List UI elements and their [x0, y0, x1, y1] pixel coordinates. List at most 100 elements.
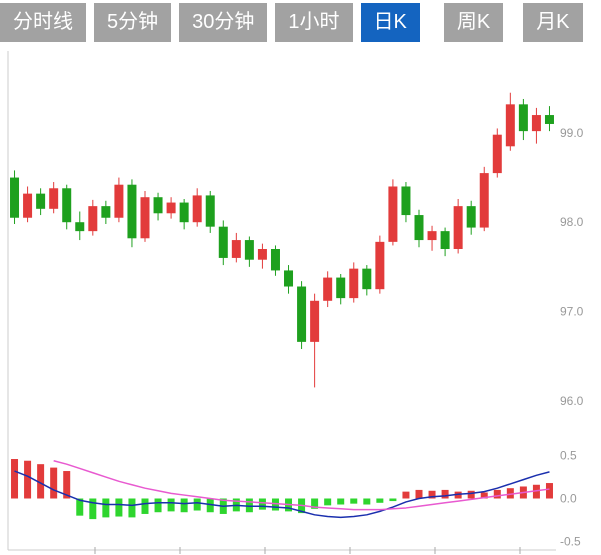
candle-body — [114, 184, 124, 218]
candle-body — [218, 226, 228, 258]
candle-body — [49, 188, 59, 209]
candle — [466, 200, 476, 235]
macd-bar — [324, 498, 332, 506]
macd-bar — [115, 498, 123, 517]
candle — [101, 200, 111, 224]
candle — [453, 198, 463, 254]
candle-body — [127, 184, 137, 239]
macd-bar — [545, 483, 553, 499]
dif-line — [14, 470, 550, 519]
tab-time-line[interactable]: 分时线 — [0, 3, 86, 42]
axes: 99.0 98.0 97.0 96.0 0.5 0.0 -0.5 — [7, 51, 584, 554]
candle-body — [401, 186, 411, 216]
candle — [310, 293, 320, 388]
candle — [349, 262, 359, 303]
candle-body — [231, 240, 241, 258]
candle — [36, 188, 46, 216]
candle-body — [362, 268, 372, 290]
dea-line — [53, 460, 550, 511]
candle-body — [101, 206, 111, 218]
tab-daily-k[interactable]: 日K — [360, 3, 420, 42]
macd-bar — [63, 471, 71, 499]
macd-bar — [415, 489, 423, 499]
macd-bar — [37, 464, 45, 499]
candle — [127, 179, 137, 248]
candle-body — [270, 249, 280, 271]
candle-body — [140, 197, 150, 239]
candle — [362, 265, 372, 296]
macd-bar — [441, 489, 449, 499]
candle-body — [192, 195, 202, 223]
macd-bar — [532, 484, 540, 499]
candle — [544, 106, 554, 132]
candle — [414, 209, 424, 248]
macd-axis-label: 0.0 — [560, 492, 577, 506]
candlestick-macd-chart[interactable]: 99.0 98.0 97.0 96.0 0.5 0.0 -0.5 — [0, 45, 601, 555]
macd-bar — [89, 498, 97, 520]
candle — [62, 184, 72, 230]
candle — [114, 177, 124, 223]
candles-layer — [10, 92, 554, 388]
candle — [518, 98, 528, 141]
price-axis-label: 96.0 — [560, 394, 584, 408]
candle-body — [179, 202, 189, 223]
tab-5min[interactable]: 5分钟 — [94, 3, 172, 42]
candle — [505, 92, 515, 151]
candle-body — [153, 197, 163, 214]
candle — [218, 220, 228, 266]
macd-axis-label: 0.5 — [560, 449, 577, 463]
macd-bar — [206, 498, 214, 513]
macd-bar — [402, 491, 410, 499]
candle-body — [466, 206, 476, 228]
candle — [244, 236, 254, 267]
candle — [375, 235, 385, 294]
candle — [336, 274, 346, 305]
candle — [75, 211, 85, 241]
macd-bar — [389, 498, 397, 502]
candle-body — [205, 195, 215, 227]
macd-bar — [428, 490, 436, 499]
macd-bar — [154, 498, 162, 513]
macd-bar — [76, 498, 84, 516]
candle-body — [518, 104, 528, 132]
candle-body — [544, 115, 554, 124]
chart-area[interactable]: 99.0 98.0 97.0 96.0 0.5 0.0 -0.5 — [0, 45, 601, 555]
macd-bar — [128, 498, 136, 518]
candle-body — [297, 286, 307, 342]
macd-bar — [350, 498, 358, 504]
candle-body — [10, 177, 20, 218]
price-axis-label: 99.0 — [560, 126, 584, 140]
candle-body — [284, 270, 294, 287]
candle-body — [531, 115, 541, 132]
macd-bar — [180, 498, 188, 513]
candle-body — [492, 134, 502, 174]
candle — [192, 188, 202, 227]
macd-histogram-layer — [11, 459, 553, 520]
macd-bar — [506, 488, 514, 499]
candle-body — [310, 300, 320, 342]
candle — [140, 190, 150, 242]
candle — [205, 190, 215, 233]
candle — [440, 227, 450, 257]
candle — [231, 232, 241, 263]
timeframe-toolbar: 分时线 5分钟 30分钟 1小时 日K 周K 月K — [0, 0, 601, 45]
candle-body — [453, 206, 463, 249]
candle — [257, 243, 267, 269]
macd-bar — [454, 491, 462, 499]
macd-axis-label: -0.5 — [560, 534, 581, 548]
candle-body — [336, 277, 346, 299]
tab-1hour[interactable]: 1小时 — [275, 3, 353, 42]
candle — [427, 225, 437, 251]
candle — [166, 197, 176, 219]
macd-bar — [493, 489, 501, 499]
candle-body — [323, 277, 333, 301]
candle — [401, 182, 411, 223]
tab-monthly-k[interactable]: 月K — [523, 3, 583, 42]
tab-30min[interactable]: 30分钟 — [179, 3, 268, 42]
candle-body — [244, 240, 254, 260]
macd-bar — [467, 490, 475, 499]
tab-weekly-k[interactable]: 周K — [443, 3, 504, 42]
candle — [153, 192, 163, 221]
candle — [10, 170, 20, 224]
macd-bar — [50, 467, 58, 499]
